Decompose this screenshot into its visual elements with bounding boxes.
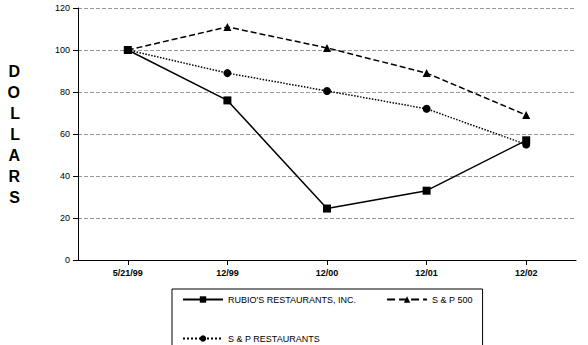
svg-text:20: 20 [60, 213, 70, 223]
svg-text:5/21/99: 5/21/99 [113, 268, 143, 278]
svg-text:80: 80 [60, 87, 70, 97]
svg-text:A: A [8, 147, 20, 164]
svg-text:100: 100 [55, 45, 70, 55]
svg-text:L: L [10, 126, 20, 143]
svg-text:120: 120 [55, 3, 70, 13]
svg-text:40: 40 [60, 171, 70, 181]
svg-text:12/02: 12/02 [515, 268, 538, 278]
svg-text:O: O [8, 84, 20, 101]
svg-text:S & P RESTAURANTS: S & P RESTAURANTS [228, 334, 320, 344]
svg-text:RUBIO'S RESTAURANTS, INC.: RUBIO'S RESTAURANTS, INC. [228, 295, 356, 305]
svg-text:0: 0 [65, 255, 70, 265]
svg-text:12/00: 12/00 [316, 268, 339, 278]
svg-text:60: 60 [60, 129, 70, 139]
svg-text:12/01: 12/01 [415, 268, 438, 278]
svg-text:S: S [9, 189, 20, 206]
svg-text:12/99: 12/99 [216, 268, 239, 278]
svg-text:S & P 500: S & P 500 [432, 295, 472, 305]
svg-text:D: D [8, 63, 20, 80]
svg-text:L: L [10, 105, 20, 122]
svg-text:R: R [8, 168, 20, 185]
